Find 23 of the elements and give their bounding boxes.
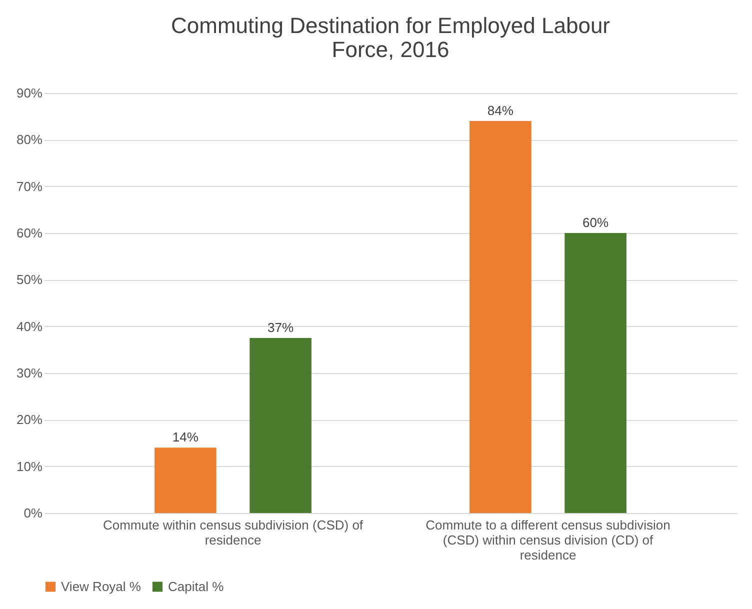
bar — [564, 233, 626, 513]
legend-label: Capital % — [168, 578, 224, 594]
data-label: 37% — [268, 320, 294, 335]
y-tick-label: 30% — [16, 366, 43, 380]
y-tick-label: 40% — [16, 318, 43, 334]
y-tick-label: 20% — [16, 412, 43, 428]
bar — [470, 121, 532, 513]
legend-label: View Royal % — [61, 578, 142, 594]
chart-title: Commuting Destination for Employed Labour Force, 2016 — [170, 13, 610, 62]
bar — [154, 448, 216, 513]
x-tick-label: Commute within census subdivision (CSD) of residence — [102, 518, 364, 548]
x-tick-label: Commute to a different census subdivision (CSD) within census division (CD) of residence — [426, 518, 670, 562]
y-tick-label: 80% — [16, 132, 43, 148]
y-tick-label: 90% — [16, 86, 43, 100]
data-label: 60% — [582, 215, 609, 230]
y-tick-label: 70% — [16, 178, 43, 194]
data-label: 14% — [172, 430, 199, 445]
y-tick-label: 60% — [16, 226, 43, 240]
bar — [250, 338, 312, 513]
y-tick-label: 10% — [16, 458, 43, 474]
data-label: 84% — [487, 103, 514, 118]
y-tick-label: 50% — [16, 272, 43, 288]
y-tick-label: 0% — [24, 506, 43, 520]
